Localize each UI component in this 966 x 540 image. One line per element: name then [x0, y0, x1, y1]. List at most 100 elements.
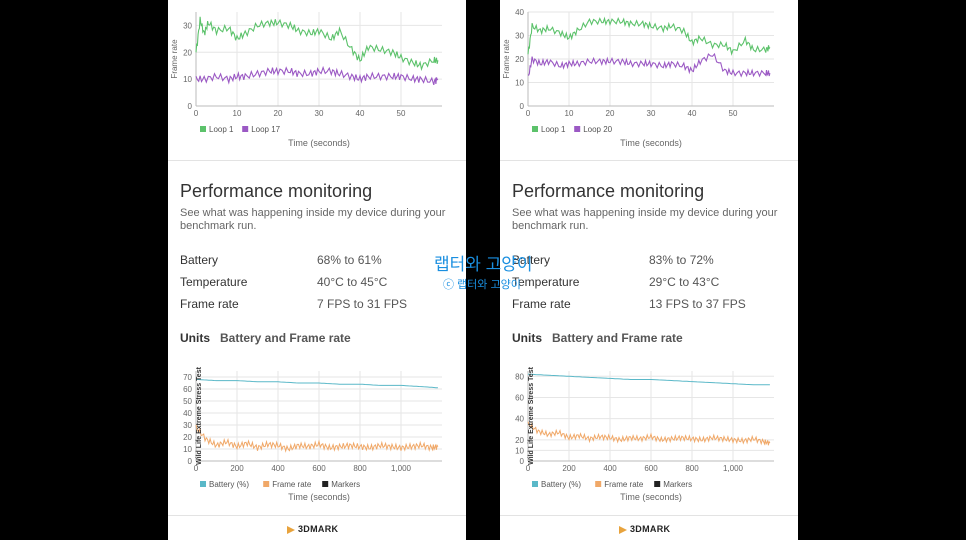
3dmark-logo-icon: [619, 525, 627, 534]
test-name-label: Wild Life Extreme Stress Test: [196, 366, 203, 465]
y-tick-label: 40: [515, 8, 524, 17]
y-tick-label: 10: [515, 446, 524, 455]
x-tick-label: 200: [230, 464, 244, 473]
divider: [168, 515, 466, 516]
x-tick-label: 50: [729, 109, 738, 118]
y-tick-label: 0: [188, 102, 193, 111]
legend-swatch: [532, 481, 538, 487]
units-dropdown[interactable]: Battery and Frame rate: [220, 331, 351, 345]
series-line-battery-: [195, 378, 438, 389]
legend-swatch: [595, 481, 602, 487]
legend-swatch: [574, 126, 581, 132]
battery-label: Battery: [180, 253, 219, 267]
x-tick-label: 0: [194, 109, 199, 118]
series-line-battery-: [527, 373, 770, 386]
y-tick-label: 0: [520, 102, 525, 111]
temperature-value: 40°C to 45°C: [317, 275, 388, 289]
y-tick-label: 80: [515, 372, 524, 381]
3dmark-logo: 3DMARK: [619, 524, 670, 534]
x-tick-label: 40: [356, 109, 365, 118]
x-tick-label: 10: [233, 109, 242, 118]
performance-monitoring-subtitle: See what was happening inside my device …: [180, 207, 446, 232]
x-tick-label: 50: [397, 109, 406, 118]
legend-swatch: [532, 126, 538, 132]
series-line-loop-20: [527, 52, 771, 78]
battery-frame-rate-chart: 0 10 20 30 40 50 60 70 0 200 400 600 800 1,000 Time (s…: [183, 366, 442, 502]
x-tick-label: 20: [606, 109, 615, 118]
x-axis-title: Time (seconds): [288, 138, 350, 148]
temperature-value: 29°C to 43°C: [649, 275, 720, 289]
x-tick-label: 30: [315, 109, 324, 118]
battery-label: Battery: [512, 253, 551, 267]
y-axis-title: Frame rate: [502, 39, 511, 79]
x-tick-label: 0: [526, 109, 531, 118]
x-tick-label: 600: [644, 464, 658, 473]
frame-rate-loop-chart: 0 10 20 30 0 10 20 30 40 50 Time (seconds) Frame ra…: [170, 12, 442, 148]
y-tick-label: 30: [183, 21, 192, 30]
frame-rate-value: 13 FPS to 37 FPS: [649, 297, 746, 311]
battery-value: 83% to 72%: [649, 253, 714, 267]
y-axis-title: Frame rate: [170, 39, 179, 79]
y-tick-label: 0: [188, 457, 193, 466]
3dmark-logo: 3DMARK: [287, 524, 338, 534]
y-tick-label: 30: [515, 32, 524, 41]
series-line-loop-1: [527, 16, 771, 56]
units-dropdown[interactable]: Battery and Frame rate: [552, 331, 683, 345]
y-tick-label: 70: [183, 373, 192, 382]
legend-label: Markers: [663, 480, 692, 489]
legend-label: Loop 1: [209, 125, 234, 134]
x-tick-label: 200: [562, 464, 576, 473]
frame-rate-value: 7 FPS to 31 FPS: [317, 297, 408, 311]
x-axis-title: Time (seconds): [620, 138, 682, 148]
test-name-label: Wild Life Extreme Stress Test: [528, 366, 535, 465]
legend-swatch: [200, 481, 206, 487]
x-tick-label: 800: [685, 464, 699, 473]
frame-rate-loop-chart: 0 10 20 30 40 0 10 20 30 40 50 Time (seconds) Frame …: [502, 8, 774, 148]
series-line-loop-17: [195, 65, 439, 86]
x-tick-label: 800: [353, 464, 367, 473]
series-line-frame-rate: [195, 424, 439, 453]
x-tick-label: 0: [526, 464, 531, 473]
legend-label: Markers: [331, 480, 360, 489]
legend-label: Loop 20: [583, 125, 612, 134]
performance-monitoring-subtitle: See what was happening inside my device …: [512, 207, 778, 232]
y-tick-label: 20: [515, 55, 524, 64]
x-tick-label: 40: [688, 109, 697, 118]
watermark-text: 랩터와 고양이: [434, 255, 533, 274]
legend-swatch: [322, 481, 329, 487]
y-tick-label: 10: [183, 445, 192, 454]
x-tick-label: 20: [274, 109, 283, 118]
units-label: Units: [180, 331, 210, 345]
divider: [500, 160, 798, 161]
series-line-loop-1: [195, 16, 439, 72]
legend-swatch: [263, 481, 270, 487]
y-tick-label: 20: [183, 48, 192, 57]
y-tick-label: 10: [183, 75, 192, 84]
legend-label: Battery (%): [209, 480, 249, 489]
y-tick-label: 60: [515, 393, 524, 402]
3dmark-logo-icon: [287, 525, 295, 534]
frame-rate-label: Frame rate: [180, 297, 239, 311]
result-panel-left: 0 10 20 30 0 10 20 30 40 50 Time (seconds) Frame ra…: [168, 0, 466, 540]
performance-monitoring-title: Performance monitoring: [512, 181, 705, 201]
frame-rate-label: Frame rate: [512, 297, 571, 311]
y-tick-label: 30: [183, 421, 192, 430]
legend-swatch: [242, 126, 249, 132]
divider: [500, 515, 798, 516]
y-tick-label: 60: [183, 385, 192, 394]
watermark-copyright: ⓒ 랩터와 고양이: [443, 279, 521, 291]
y-tick-label: 40: [183, 409, 192, 418]
x-tick-label: 0: [194, 464, 199, 473]
legend-swatch: [654, 481, 661, 487]
y-tick-label: 40: [515, 415, 524, 424]
x-tick-label: 600: [312, 464, 326, 473]
series-line-frame-rate: [527, 421, 771, 446]
divider: [168, 160, 466, 161]
legend-label: Loop 1: [541, 125, 566, 134]
x-tick-label: 400: [603, 464, 617, 473]
y-tick-label: 20: [515, 436, 524, 445]
x-tick-label: 1,000: [723, 464, 744, 473]
legend-swatch: [200, 126, 206, 132]
y-tick-label: 50: [183, 397, 192, 406]
